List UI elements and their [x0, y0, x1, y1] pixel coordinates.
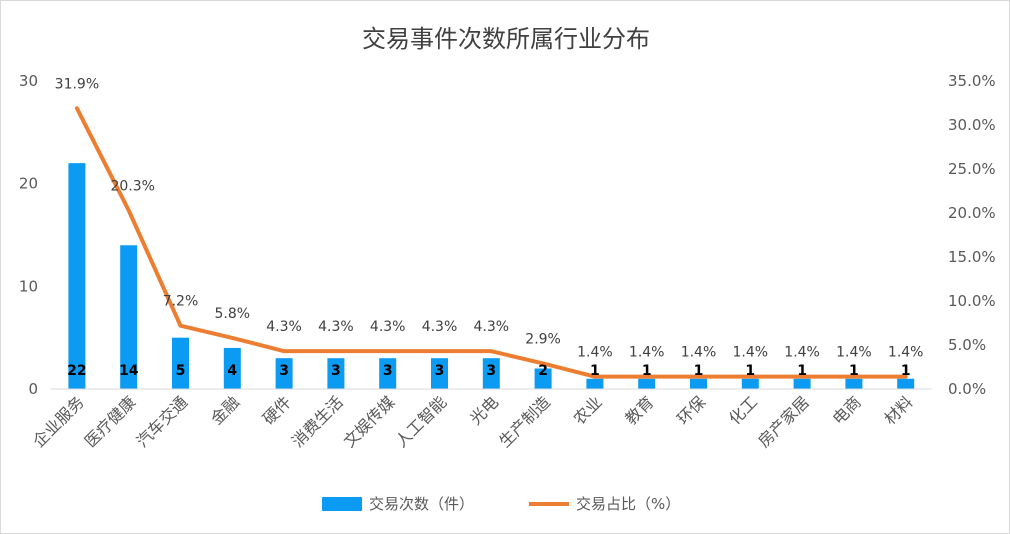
line-data-label: 7.2% — [163, 294, 199, 310]
category-label: 生产制造 — [495, 392, 554, 451]
line-data-label: 31.9% — [55, 76, 99, 92]
bar-data-label: 1 — [901, 363, 911, 379]
line-data-label: 1.4% — [784, 345, 820, 361]
legend-bar-swatch — [322, 497, 362, 511]
chart-title: 交易事件次数所属行业分布 — [362, 25, 650, 53]
category-label: 房产家居 — [754, 392, 813, 451]
right-axis-tick-label: 5.0% — [948, 336, 986, 354]
bar — [172, 337, 189, 389]
category-label: 材料 — [880, 392, 916, 428]
bar — [897, 378, 915, 389]
bar-data-label: 3 — [435, 363, 445, 379]
left-axis: 0 10 20 30 — [19, 72, 38, 398]
right-axis-tick-label: 20.0% — [948, 204, 996, 222]
line-data-label: 1.4% — [681, 345, 717, 361]
bar-data-label: 2 — [538, 363, 548, 379]
bar-data-label: 4 — [227, 363, 237, 379]
bar-series — [51, 163, 932, 390]
line-data-label: 5.8% — [215, 306, 251, 322]
bar-data-label: 22 — [67, 363, 86, 379]
bar-data-label: 1 — [849, 363, 859, 379]
line-data-label: 1.4% — [888, 345, 924, 361]
bar-data-label: 1 — [590, 363, 600, 379]
bar — [534, 368, 552, 389]
right-axis: 0.0% 5.0% 10.0% 15.0% 20.0% 25.0% 30.0% 35.0% — [948, 72, 996, 398]
bar — [482, 358, 500, 389]
category-label: 硬件 — [259, 392, 295, 428]
bar-data-label: 1 — [694, 363, 704, 379]
category-label: 医疗健康 — [81, 392, 140, 451]
category-label: 电商 — [829, 392, 865, 428]
category-label: 人工智能 — [392, 392, 451, 451]
category-label: 化工 — [725, 392, 761, 428]
category-label: 消费生活 — [288, 392, 347, 451]
bar — [120, 245, 138, 389]
line-data-label: 4.3% — [370, 319, 406, 335]
line-data-label: 2.9% — [525, 331, 561, 347]
bar — [845, 378, 863, 389]
line-data-label: 1.4% — [733, 345, 769, 361]
right-axis-tick-label: 15.0% — [948, 248, 996, 266]
bar-data-label: 1 — [745, 363, 755, 379]
right-axis-tick-label: 0.0% — [948, 380, 986, 398]
right-axis-tick-label: 35.0% — [948, 72, 996, 90]
bar-data-label: 3 — [331, 363, 341, 379]
bar — [275, 358, 293, 389]
bar — [431, 358, 448, 389]
category-label: 企业服务 — [29, 392, 88, 451]
bar — [793, 378, 811, 389]
category-label: 文娱传媒 — [340, 392, 399, 451]
category-label: 环保 — [673, 392, 709, 428]
category-label: 农业 — [570, 392, 606, 428]
line-data-label: 4.3% — [318, 319, 354, 335]
legend-line-label: 交易占比（%） — [576, 495, 680, 513]
line-data-label: 1.4% — [629, 345, 665, 361]
bar-data-label: 3 — [279, 363, 289, 379]
bar-data-label: 1 — [642, 363, 652, 379]
category-label: 光电 — [466, 392, 502, 428]
category-label: 金融 — [207, 392, 243, 428]
right-axis-tick-label: 10.0% — [948, 292, 996, 310]
bar-data-label: 1 — [797, 363, 807, 379]
left-axis-tick-label: 0 — [28, 380, 38, 398]
line-data-label: 4.3% — [266, 319, 302, 335]
bar-data-label: 3 — [486, 363, 496, 379]
line-data-label: 1.4% — [836, 345, 872, 361]
legend: 交易次数（件） 交易占比（%） — [322, 495, 680, 513]
legend-bar-label: 交易次数（件） — [369, 495, 474, 513]
bar-data-label: 14 — [119, 363, 139, 379]
line-data-label: 1.4% — [577, 345, 613, 361]
right-axis-tick-label: 30.0% — [948, 116, 996, 134]
bar — [741, 378, 759, 389]
left-axis-tick-label: 10 — [19, 277, 38, 295]
line-data-label: 4.3% — [422, 319, 458, 335]
line-series — [74, 106, 908, 379]
line-data-labels: 31.9% 20.3% 7.2% 5.8% 4.3% 4.3% 4.3% 4.3% 4.3% 2.… — [55, 76, 924, 360]
category-label: 教育 — [621, 392, 657, 428]
bar — [379, 358, 397, 389]
line-path — [74, 106, 908, 379]
bar — [690, 378, 707, 389]
bar — [223, 347, 241, 389]
line-data-label: 4.3% — [474, 319, 510, 335]
category-label: 汽车交通 — [133, 392, 192, 451]
bar — [68, 163, 86, 389]
right-axis-tick-label: 25.0% — [948, 160, 996, 178]
bar — [638, 378, 656, 389]
bar-data-label: 3 — [383, 363, 393, 379]
left-axis-tick-label: 30 — [19, 72, 38, 90]
bar-data-labels: 22 14 5 4 3 3 3 3 3 2 1 1 1 1 1 1 1 — [67, 363, 910, 379]
left-axis-tick-label: 20 — [19, 175, 38, 193]
bar — [327, 358, 345, 389]
line-data-label: 20.3% — [110, 178, 154, 194]
bar-data-label: 5 — [176, 363, 186, 379]
bar — [586, 378, 604, 389]
